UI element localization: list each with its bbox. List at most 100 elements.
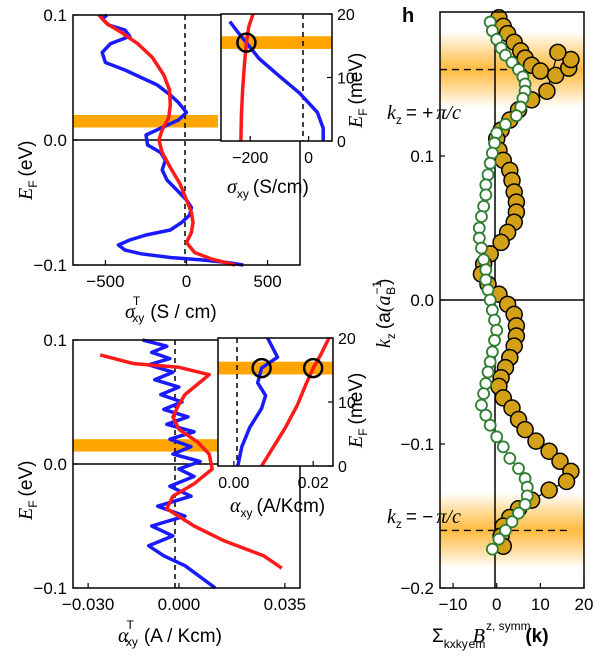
point-filled xyxy=(562,50,580,69)
point-hollow xyxy=(499,524,512,537)
point-hollow xyxy=(490,323,504,337)
series-line-blue xyxy=(236,337,280,467)
y-tick-label: 20 xyxy=(337,7,355,24)
panel-bottom-inset: 0.00 0.02 0 10 20 αxy (A/Kcm) EF(meV) xyxy=(217,331,370,520)
x-tick-label: 0.00 xyxy=(218,475,249,492)
x-tick-label: 0 xyxy=(304,150,313,167)
point-hollow xyxy=(479,188,493,202)
point-hollow xyxy=(481,168,495,182)
crossing-marker xyxy=(251,357,272,379)
point-hollow xyxy=(512,506,525,520)
point-hollow xyxy=(479,273,493,287)
y-tick-label: −0.1 xyxy=(33,256,67,275)
ticks-bottom-inset: 0.00 0.02 0 10 20 xyxy=(218,331,356,492)
y-tick-label: 0.0 xyxy=(43,455,67,474)
x-tick-label: 500 xyxy=(253,272,281,291)
series-line-red xyxy=(99,353,283,570)
point-filled xyxy=(540,442,558,460)
point-hollow xyxy=(518,498,532,511)
point-hollow xyxy=(492,532,506,546)
kz-label-minus: kz = − π/c xyxy=(387,506,461,531)
point-hollow xyxy=(488,136,501,150)
point-filled xyxy=(527,432,545,450)
point-hollow xyxy=(479,377,493,390)
ylabel-h: kz(a(a−1B) xyxy=(370,279,398,349)
series-line-blue xyxy=(142,338,217,590)
point-hollow xyxy=(485,542,499,556)
fermi-band-top-left xyxy=(73,115,218,128)
ylabel-bottom-left: EF(eV) xyxy=(15,461,40,521)
point-hollow xyxy=(488,333,501,347)
y-tick-label: 0.1 xyxy=(43,331,67,350)
series-line-red xyxy=(239,13,255,142)
crossing-marker xyxy=(302,357,324,379)
point-hollow xyxy=(485,146,499,160)
panel-top-inset: −200 0 0 10 20 σxy (S/cm) EF(meV) xyxy=(220,7,370,201)
point-filled xyxy=(538,82,556,100)
panel-bottom-left: −0.030 0.000 0.035 −0.1 0.0 0.1 EF(eV) αT xy (A… xyxy=(15,331,306,649)
x-tick-label: −200 xyxy=(232,150,268,167)
series-h xyxy=(472,9,580,556)
point-hollow xyxy=(485,303,499,317)
kz-label-plus: kz = + π/c xyxy=(387,102,461,127)
y-tick-label: 0 xyxy=(338,459,347,476)
series-line-red xyxy=(97,13,236,267)
point-hollow xyxy=(503,451,517,465)
y-tick-label: −0.1 xyxy=(400,435,434,454)
ticks-top-left: −500 0 500 −0.1 0.0 0.1 xyxy=(33,6,281,291)
y-tick-label: 10 xyxy=(338,395,356,412)
point-hollow xyxy=(481,365,495,379)
x-tick-label: 0.000 xyxy=(158,595,201,614)
point-filled xyxy=(549,43,567,62)
point-filled xyxy=(531,62,550,80)
x-tick-label: 0 xyxy=(182,272,191,291)
point-hollow xyxy=(512,462,525,475)
ylabel-bottom-inset: EF(meV) xyxy=(345,373,370,449)
series-top-left xyxy=(97,13,244,267)
point-filled xyxy=(551,452,569,471)
point-hollow xyxy=(488,313,501,327)
point-hollow xyxy=(483,156,497,170)
crossing-markers-top-inset xyxy=(236,32,257,53)
y-tick-label: 0.0 xyxy=(43,131,67,150)
x-tick-label: −500 xyxy=(86,272,124,291)
x-tick-label: 0.02 xyxy=(298,475,329,492)
crossing-marker xyxy=(236,32,257,53)
xlabel-top-inset: σxy (S/cm) xyxy=(227,176,309,201)
point-hollow xyxy=(499,117,512,131)
ticks-h: −10 0 10 20 −0.2 −0.1 0.0 0.1 xyxy=(400,147,593,614)
point-filled xyxy=(540,481,558,499)
point-hollow xyxy=(483,355,497,369)
point-hollow xyxy=(505,515,519,529)
y-tick-label: 0.1 xyxy=(43,6,67,25)
point-hollow xyxy=(472,231,486,245)
x-tick-label: 10 xyxy=(531,595,550,614)
point-filled xyxy=(516,420,534,439)
point-filled xyxy=(492,233,510,252)
crossing-markers-bottom-inset xyxy=(251,357,324,379)
y-tick-label: 0.0 xyxy=(410,291,434,310)
x-tick-label: 0.035 xyxy=(264,595,307,614)
point-filled xyxy=(557,472,576,491)
series-line-red xyxy=(260,337,331,467)
ylabel-top-inset: EF(meV) xyxy=(345,53,370,129)
point-hollow xyxy=(490,430,504,444)
point-hollow xyxy=(477,199,491,213)
series-bottom-inset xyxy=(236,337,331,467)
point-filled xyxy=(546,66,565,85)
point-hollow xyxy=(475,241,488,255)
y-tick-label: −0.1 xyxy=(33,579,67,598)
x-tick-label: 0 xyxy=(492,595,501,614)
point-hollow xyxy=(483,418,497,432)
x-tick-label: −10 xyxy=(439,595,468,614)
point-hollow xyxy=(490,126,504,140)
fermi-band xyxy=(73,115,218,128)
xlabel-h: Σkxky Bz, symm em (k) xyxy=(432,619,549,651)
x-tick-label: 20 xyxy=(575,595,594,614)
xlabel-bottom-left: αT xy (A / Kcm) xyxy=(118,618,222,649)
point-hollow xyxy=(485,345,499,359)
ticks-bottom-left: −0.030 0.000 0.035 −0.1 0.0 0.1 xyxy=(33,331,306,614)
x-tick-label: −0.030 xyxy=(62,595,114,614)
y-tick-label: 0 xyxy=(337,134,346,151)
